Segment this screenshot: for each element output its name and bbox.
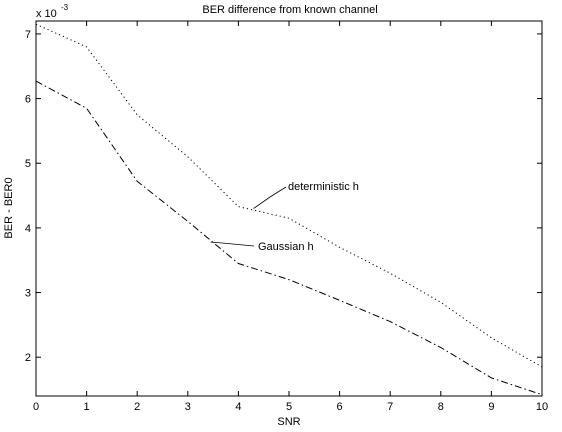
y-tick-label: 2 [25,352,31,364]
x-tick-label: 6 [337,401,343,413]
y-axis-label: BER - BER0 [3,177,15,238]
x-axis-label: SNR [277,416,300,428]
x-tick-label: 1 [84,401,90,413]
x-tick-label: 0 [33,401,39,413]
series-line-0 [35,23,543,368]
x-tick-label: 2 [134,401,140,413]
y-tick-label: 3 [25,288,31,300]
annotation-layer: deterministic h Gaussian h [210,181,359,253]
annotation-leader-1 [210,241,255,247]
y-tick-label: 7 [25,29,31,41]
chart-title: BER difference from known channel [202,4,377,16]
x-tick-label: 7 [387,401,393,413]
plot-frame [35,20,543,397]
annotation-label-1: Gaussian h [258,241,314,253]
y-tick-label: 4 [25,223,31,235]
series-layer [35,23,543,396]
y-tick-label: 6 [25,94,31,106]
x-tick-label: 8 [438,401,444,413]
y-axis-ticks: 2 3 4 5 6 7 [25,29,542,364]
annotation-label-0: deterministic h [288,181,359,193]
x-tick-label: 9 [488,401,494,413]
annotation-leader-0 [253,186,287,209]
x-tick-label: 10 [536,401,548,413]
series-line-1 [35,80,543,396]
y-tick-label: 5 [25,158,31,170]
y-scale-base: x 10 [36,8,57,20]
y-scale-label: x 10 -3 [36,3,69,20]
x-tick-label: 5 [286,401,292,413]
x-tick-label: 3 [185,401,191,413]
x-tick-label: 4 [235,401,241,413]
y-scale-exponent: -3 [61,3,69,12]
x-axis-ticks: 0 1 2 3 4 5 6 7 8 9 10 [33,21,548,413]
